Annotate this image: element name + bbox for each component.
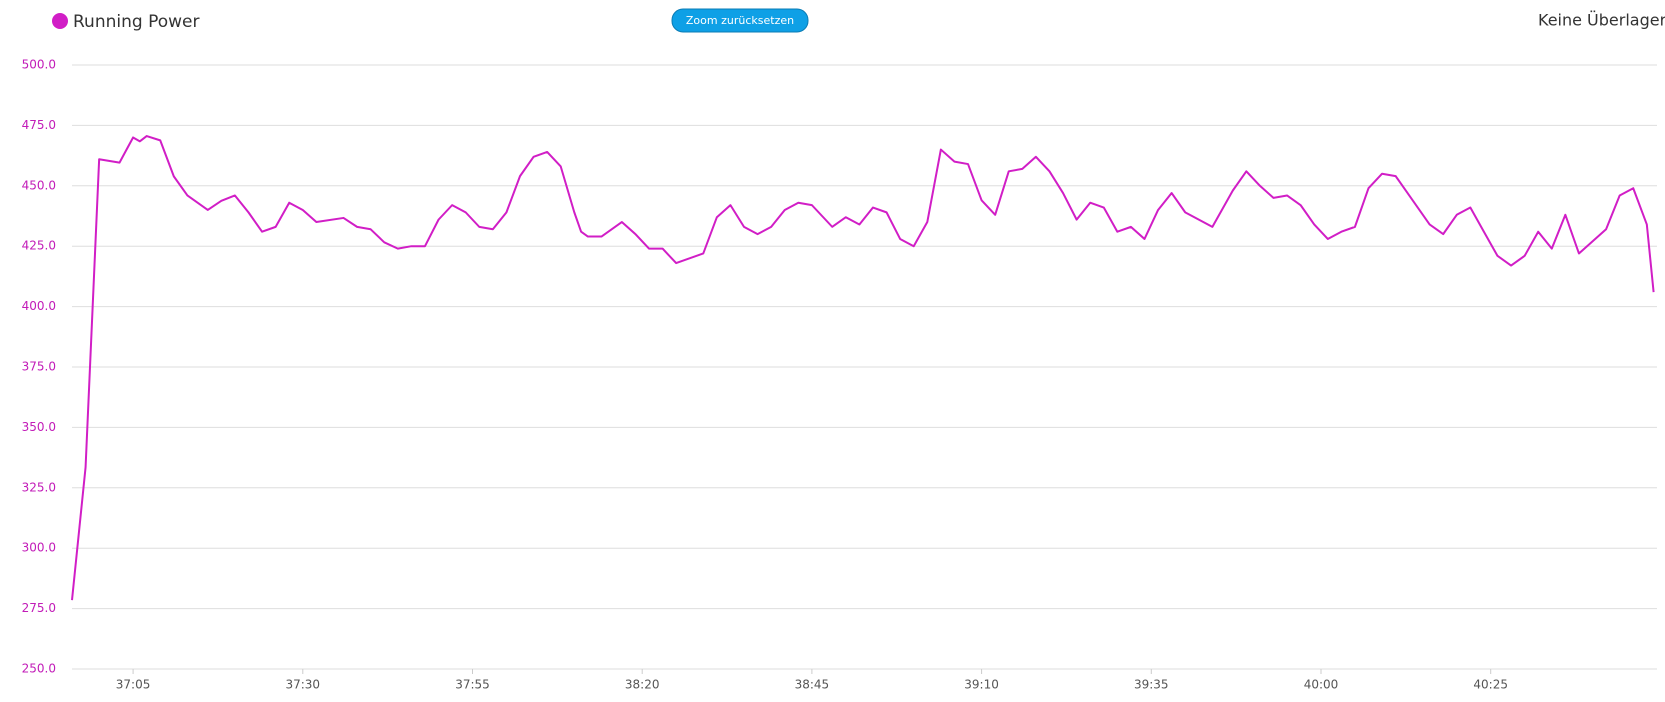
zoom-reset-label[interactable]: Zoom zurücksetzen [686, 14, 794, 27]
x-tick-label: 37:30 [285, 678, 320, 692]
y-tick-label: 375.0 [22, 360, 56, 374]
y-tick-label: 450.0 [22, 178, 56, 192]
x-tick-label: 40:00 [1304, 678, 1339, 692]
y-tick-label: 400.0 [22, 299, 56, 313]
y-tick-label: 300.0 [22, 541, 56, 555]
x-tick-label: 37:05 [116, 678, 151, 692]
x-tick-label: 39:10 [964, 678, 999, 692]
y-tick-label: 425.0 [22, 239, 56, 253]
y-tick-label: 325.0 [22, 480, 56, 494]
legend-label[interactable]: Running Power [73, 12, 199, 32]
legend-swatch[interactable] [52, 13, 68, 29]
x-tick-label: 37:55 [455, 678, 490, 692]
overlay-select[interactable]: Keine Überlager [1538, 11, 1665, 30]
zoom-reset-button[interactable] [671, 8, 809, 33]
y-tick-label: 350.0 [22, 420, 56, 434]
y-tick-label: 250.0 [22, 662, 56, 676]
y-tick-label: 275.0 [22, 601, 56, 615]
y-tick-label: 475.0 [22, 118, 56, 132]
line-series [71, 135, 1655, 601]
x-tick-label: 38:20 [625, 678, 660, 692]
x-tick-label: 40:25 [1473, 678, 1508, 692]
x-tick-label: 39:35 [1134, 678, 1169, 692]
x-tick-label: 38:45 [795, 678, 830, 692]
y-tick-label: 500.0 [22, 58, 56, 72]
